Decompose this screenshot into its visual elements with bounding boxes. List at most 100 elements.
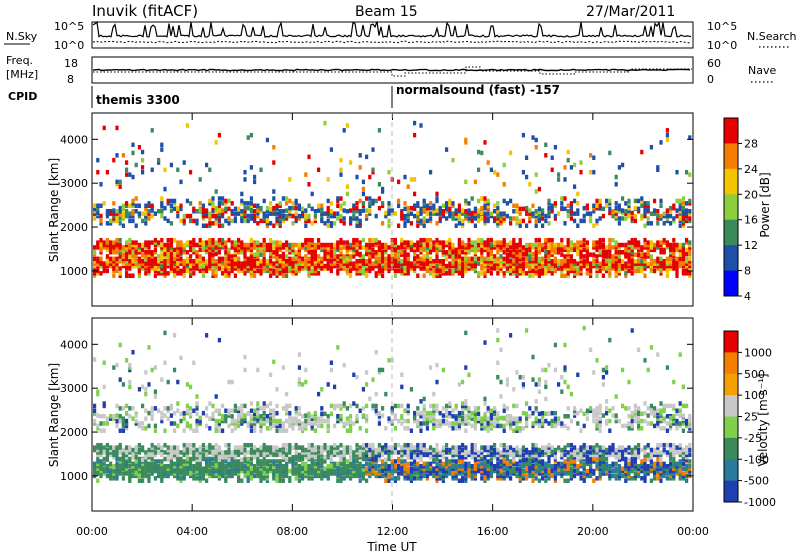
data-cell	[557, 247, 561, 253]
data-cell	[112, 273, 116, 278]
data-cell	[646, 247, 650, 253]
data-cell	[144, 466, 148, 471]
data-cell	[416, 273, 420, 278]
data-cell	[265, 466, 269, 471]
data-cell	[365, 196, 369, 201]
data-cell	[384, 210, 388, 216]
data-cell	[358, 466, 362, 471]
data-cell	[595, 268, 599, 274]
data-cell	[269, 468, 273, 474]
data-cell	[189, 468, 193, 474]
data-cell	[115, 263, 119, 269]
data-cell	[390, 245, 394, 250]
data-cell	[217, 259, 221, 264]
data-cell	[496, 256, 500, 262]
data-cell	[419, 211, 423, 216]
data-cell	[313, 252, 317, 257]
data-cell	[432, 416, 436, 421]
data-cell	[461, 468, 465, 474]
data-cell	[185, 259, 189, 264]
data-cell	[307, 261, 311, 266]
data-cell	[403, 256, 407, 262]
data-cell	[198, 240, 202, 245]
data-cell	[221, 457, 225, 462]
data-cell	[515, 259, 519, 264]
data-cell	[419, 471, 423, 476]
data-cell	[125, 273, 129, 278]
data-cell	[192, 466, 196, 471]
data-cell	[240, 247, 244, 253]
data-cell	[243, 459, 247, 464]
data-cell	[217, 132, 221, 138]
data-cell	[173, 273, 177, 278]
data-cell	[345, 468, 349, 474]
data-cell	[669, 263, 673, 269]
data-cell	[109, 416, 113, 421]
data-cell	[208, 201, 212, 206]
data-cell	[425, 240, 429, 245]
data-cell	[624, 209, 628, 214]
data-cell	[550, 261, 554, 266]
data-cell	[595, 240, 599, 245]
data-cell	[189, 423, 193, 429]
data-cell	[454, 471, 458, 476]
data-cell	[105, 211, 109, 216]
data-cell	[496, 261, 500, 266]
data-cell	[659, 259, 663, 264]
data-cell	[112, 365, 116, 370]
data-cell	[304, 455, 308, 460]
data-cell	[288, 421, 292, 426]
data-cell	[553, 263, 557, 269]
data-cell	[477, 198, 481, 204]
data-cell	[185, 242, 189, 248]
data-cell	[336, 203, 340, 209]
data-cell	[374, 456, 378, 462]
data-cell	[617, 206, 621, 212]
data-cell	[163, 186, 167, 192]
data-cell	[349, 457, 353, 462]
data-cell	[176, 450, 180, 455]
data-cell	[416, 245, 420, 250]
data-cell	[237, 450, 241, 455]
data-cell	[262, 263, 266, 269]
data-cell	[233, 216, 237, 221]
data-cell	[560, 242, 564, 248]
data-cell	[365, 416, 369, 421]
data-cell	[262, 421, 266, 426]
data-cell	[288, 442, 292, 448]
data-cell	[205, 445, 209, 450]
data-cell	[659, 266, 663, 271]
data-cell	[310, 240, 314, 245]
data-cell	[656, 263, 660, 269]
data-cell	[688, 261, 692, 266]
data-cell	[240, 242, 244, 248]
data-cell	[598, 198, 602, 204]
data-cell	[323, 242, 327, 248]
data-cell	[310, 247, 314, 253]
data-cell	[579, 169, 583, 175]
data-cell	[320, 452, 324, 458]
data-cell	[179, 242, 183, 248]
data-cell	[339, 457, 343, 462]
data-cell	[304, 223, 308, 228]
data-cell	[333, 442, 337, 448]
data-cell	[617, 259, 621, 264]
data-cell	[169, 259, 173, 264]
data-cell	[307, 450, 311, 455]
data-cell	[313, 216, 317, 221]
data-cell	[445, 403, 449, 409]
data-cell	[627, 198, 631, 204]
data-cell	[611, 263, 615, 269]
data-cell	[374, 452, 378, 458]
data-cell	[230, 471, 234, 476]
data-cell	[336, 254, 340, 259]
data-cell	[269, 247, 273, 253]
data-cell	[134, 459, 138, 464]
data-cell	[368, 464, 372, 469]
data-cell	[358, 468, 362, 474]
data-cell	[246, 421, 250, 426]
data-cell	[281, 218, 285, 224]
data-cell	[464, 471, 468, 476]
data-cell	[665, 242, 669, 248]
data-cell	[569, 242, 573, 248]
